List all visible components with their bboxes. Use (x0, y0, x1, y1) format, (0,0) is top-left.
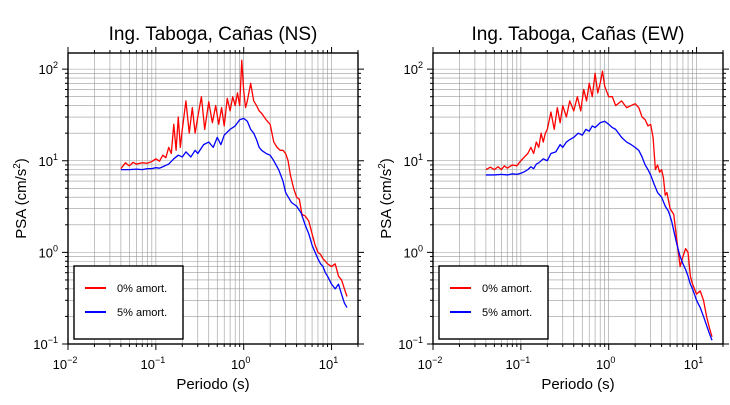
series-line-0-amort (120, 59, 348, 297)
x-axis-label: Periodo (s) (541, 376, 614, 393)
x-tick-label: 10−1 (505, 355, 530, 372)
chart-panel-ew: Ing. Taboga, Cañas (EW) 10−2 10−1 100 101 10… (377, 24, 729, 393)
x-tick-label: 100 (231, 355, 250, 372)
legend-label: 5% amort. (482, 307, 532, 319)
x-tick-label: 10−2 (53, 355, 78, 372)
x-tick-label: 101 (319, 355, 338, 372)
y-axis-label: PSA (cm/s2) (12, 158, 30, 239)
y-axis-label: PSA (cm/s2) (377, 158, 395, 239)
chart-panel-ns: Ing. Taboga, Cañas (NS) 10−2 10−1 100 101 10… (12, 24, 364, 393)
y-tick-label: 100 (39, 243, 58, 260)
x-tick-label: 10−2 (418, 355, 443, 372)
legend-box (73, 265, 184, 340)
series-line-5-amort (120, 117, 348, 308)
x-axis-label: Periodo (s) (176, 376, 249, 393)
y-tick-label: 100 (404, 243, 423, 260)
y-tick-label: 101 (404, 152, 423, 169)
series-line-5-amort (485, 120, 713, 341)
axis-ticks (62, 47, 364, 350)
legend: 0% amort. 5% amort. (438, 265, 549, 340)
series-line-0-amort (485, 70, 713, 337)
grid (67, 53, 359, 345)
y-tick-label: 10−1 (398, 335, 423, 352)
x-tick-label: 101 (684, 355, 703, 372)
y-tick-label: 101 (39, 152, 58, 169)
y-tick-label: 10−1 (33, 335, 58, 352)
x-tick-label: 100 (596, 355, 615, 372)
legend-box (438, 265, 549, 340)
y-tick-label: 102 (39, 60, 58, 77)
legend-label: 0% amort. (482, 283, 532, 295)
plot-frame (432, 52, 724, 345)
chart-title: Ing. Taboga, Cañas (EW) (472, 24, 685, 45)
chart-title: Ing. Taboga, Cañas (NS) (109, 24, 318, 45)
legend-label: 0% amort. (117, 283, 167, 295)
legend-label: 5% amort. (117, 307, 167, 319)
plot-frame (67, 52, 359, 345)
y-tick-label: 102 (404, 60, 423, 77)
axis-ticks (427, 47, 729, 350)
x-tick-label: 10−1 (140, 355, 165, 372)
legend: 0% amort. 5% amort. (73, 265, 184, 340)
